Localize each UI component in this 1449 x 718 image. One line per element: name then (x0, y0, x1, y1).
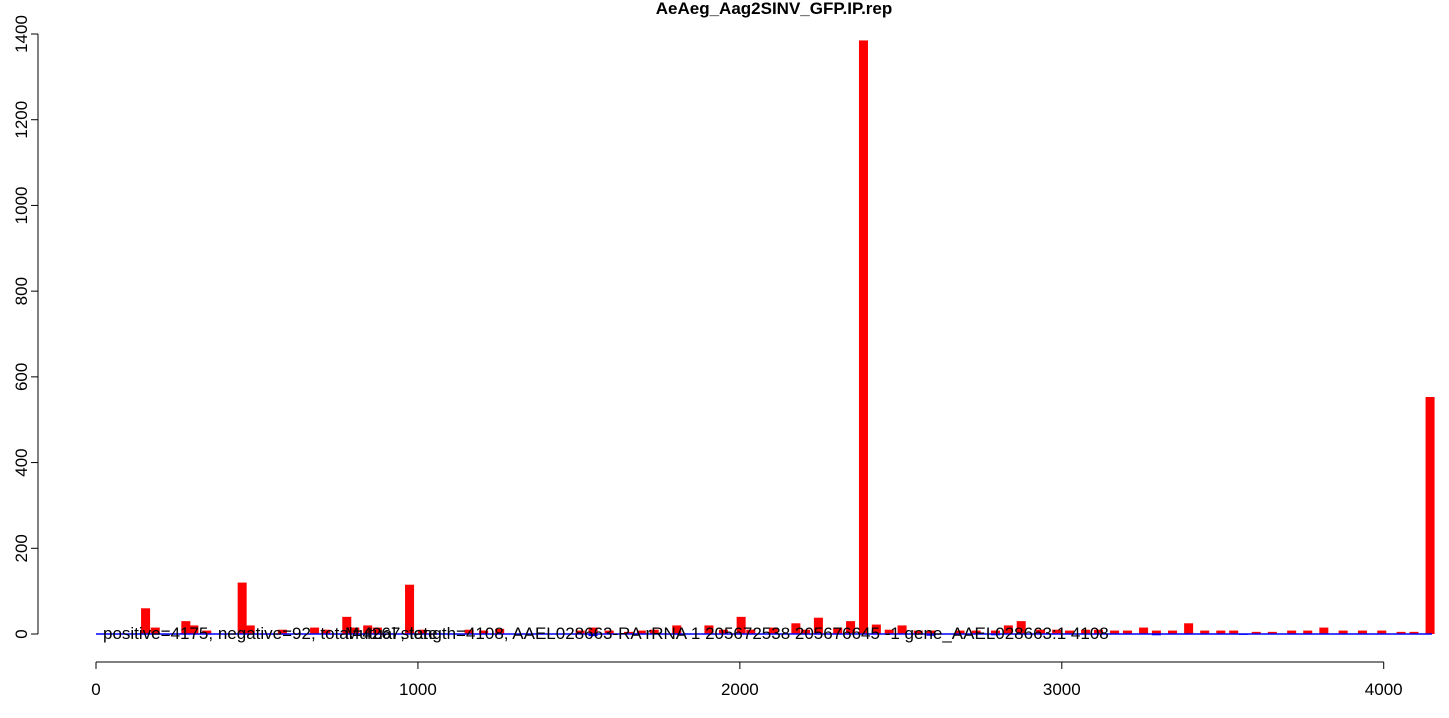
positive-bar (417, 629, 427, 634)
positive-bar (1151, 630, 1161, 634)
positive-bar (1216, 630, 1226, 634)
positive-bar (672, 625, 682, 634)
positive-bar (1357, 630, 1367, 634)
positive-bar (202, 630, 212, 634)
x-axis: 0 1000 2000 3000 4000 (91, 661, 1403, 699)
x-tick-label: 0 (91, 680, 100, 699)
positive-bar (1319, 627, 1329, 634)
positive-bar (897, 625, 907, 634)
positive-bar (1093, 629, 1103, 634)
positive-bar (636, 630, 646, 634)
y-tick-label: 1000 (12, 187, 31, 225)
positive-bar (1425, 397, 1435, 634)
positive-bar (718, 629, 728, 634)
positive-bar (955, 630, 965, 634)
y-tick-label: 1200 (12, 101, 31, 139)
positive-bar (150, 627, 160, 634)
positive-bar (604, 630, 614, 634)
chart-annotation: positive=4175, negative=92, total=4267, … (103, 624, 1109, 643)
positive-bar (372, 627, 382, 634)
positive-bar (813, 617, 823, 634)
positive-bar (736, 616, 746, 634)
positive-bar (1287, 630, 1297, 634)
positive-bar (1200, 630, 1210, 634)
positive-bar (1251, 631, 1261, 634)
positive-bar (846, 621, 856, 634)
positive-bar (588, 627, 598, 634)
x-tick-label: 1000 (399, 680, 437, 699)
x-tick-label: 4000 (1365, 680, 1403, 699)
positive-bar (704, 625, 714, 634)
positive-bar (181, 621, 191, 634)
positive-bar (1377, 630, 1387, 634)
positive-bar (884, 629, 894, 634)
positive-bar (1409, 631, 1419, 634)
y-tick-label: 800 (12, 277, 31, 305)
negative-bar (588, 634, 598, 637)
x-tick-label: 2000 (721, 680, 759, 699)
positive-bar (913, 630, 923, 634)
positive-bar (1052, 629, 1062, 634)
y-tick-label: 0 (12, 629, 31, 638)
positive-bar (405, 584, 415, 634)
positive-bar (1303, 630, 1313, 634)
positive-bar (746, 629, 756, 634)
positive-bar (791, 623, 801, 634)
positive-bar (768, 627, 778, 634)
chart-title: AeAeg_Aag2SINV_GFP.IP.rep (656, 0, 893, 18)
positive-bar (1081, 629, 1091, 634)
y-axis: 0 200 400 600 800 1000 1200 1400 (12, 15, 39, 639)
positive-bar (1139, 627, 1149, 634)
positive-bar (1267, 631, 1277, 634)
chart-annotation-2: Mutual state (345, 624, 438, 643)
positive-bar (141, 608, 151, 634)
positive-bar (1168, 630, 1178, 634)
positive-bar (801, 629, 811, 634)
positive-bar (649, 629, 659, 634)
positive-bar (833, 627, 843, 634)
positive-bar (1016, 621, 1026, 634)
positive-bar (310, 627, 320, 634)
positive-bar (1338, 630, 1348, 634)
positive-bar (321, 629, 331, 634)
positive-bar (479, 630, 489, 634)
positive-bar (237, 582, 247, 634)
positive-bar (971, 630, 981, 634)
positive-bar (363, 625, 373, 634)
positive-bar (990, 630, 1000, 634)
positive-bar (871, 624, 881, 634)
positive-bar (858, 40, 868, 635)
positive-bar (623, 631, 633, 634)
x-tick-label: 3000 (1043, 680, 1081, 699)
positive-bar (575, 630, 585, 634)
positive-bar (464, 629, 474, 634)
positive-bar (1036, 629, 1046, 634)
negative-bar (926, 634, 936, 636)
positive-bar (189, 625, 199, 634)
annotation-layer: positive=4175, negative=92, total=4267, … (103, 624, 1109, 643)
y-tick-label: 200 (12, 534, 31, 562)
positive-bar (342, 616, 352, 634)
y-tick-label: 1400 (12, 15, 31, 53)
positive-bar (1065, 630, 1075, 634)
bars-layer (96, 40, 1435, 637)
y-tick-label: 600 (12, 363, 31, 391)
positive-bar (495, 628, 505, 634)
positive-bar (1229, 630, 1239, 634)
positive-bar (1122, 630, 1132, 634)
positive-bar (1003, 625, 1013, 634)
positive-bar (926, 630, 936, 634)
positive-bar (1184, 623, 1194, 634)
positive-bar (1110, 630, 1120, 634)
positive-bar (1396, 631, 1406, 634)
positive-bar (245, 625, 255, 634)
y-tick-label: 400 (12, 448, 31, 476)
positive-bar (277, 629, 287, 634)
positive-bar (350, 627, 360, 634)
